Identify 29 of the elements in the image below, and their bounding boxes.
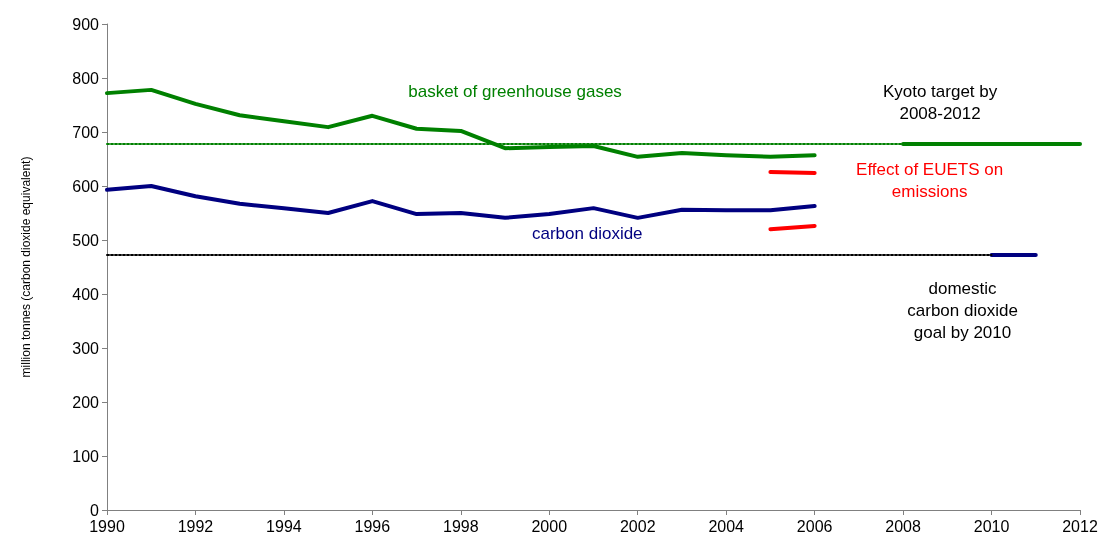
y-axis-title: million tonnes (carbon dioxide equivalent) bbox=[19, 156, 33, 378]
x-tick-label: 1990 bbox=[89, 517, 125, 535]
y-tick-label: 500 bbox=[72, 231, 100, 249]
y-tick-label: 900 bbox=[72, 15, 100, 33]
series-label: domestic carbon dioxide goal by 2010 bbox=[907, 278, 1018, 342]
y-tick-label: 600 bbox=[72, 177, 100, 195]
x-tick-label: 2000 bbox=[531, 517, 568, 535]
series-label: basket of greenhouse gases bbox=[408, 81, 622, 101]
x-tick-label: 2002 bbox=[619, 517, 656, 535]
y-tick-label: 700 bbox=[72, 123, 100, 141]
x-tick-label: 1994 bbox=[266, 517, 302, 535]
series-label: carbon dioxide bbox=[531, 223, 643, 243]
x-tick-label: 1998 bbox=[443, 517, 479, 535]
x-tick-label: 2012 bbox=[1062, 517, 1098, 535]
y-tick-label: 100 bbox=[72, 447, 100, 465]
y-tick-label: 200 bbox=[72, 393, 100, 411]
y-tick-label: 800 bbox=[72, 69, 100, 87]
x-tick-label: 2010 bbox=[973, 517, 1010, 535]
line-series bbox=[105, 184, 817, 220]
x-tick-label: 2006 bbox=[796, 517, 833, 535]
x-tick-label: 2008 bbox=[885, 517, 921, 535]
x-tick-label: 1996 bbox=[354, 517, 391, 535]
text: Effect of EUETS on emissions bbox=[856, 159, 1004, 201]
x-tick-label: 1992 bbox=[177, 517, 214, 535]
x-tick-label: 2004 bbox=[708, 517, 745, 535]
y-tick-label: 0 bbox=[90, 501, 100, 519]
y-tick-label: 300 bbox=[72, 339, 100, 357]
y-tick-label: 400 bbox=[72, 285, 100, 303]
series-label: Kyoto target by 2008-2012 bbox=[882, 82, 998, 124]
